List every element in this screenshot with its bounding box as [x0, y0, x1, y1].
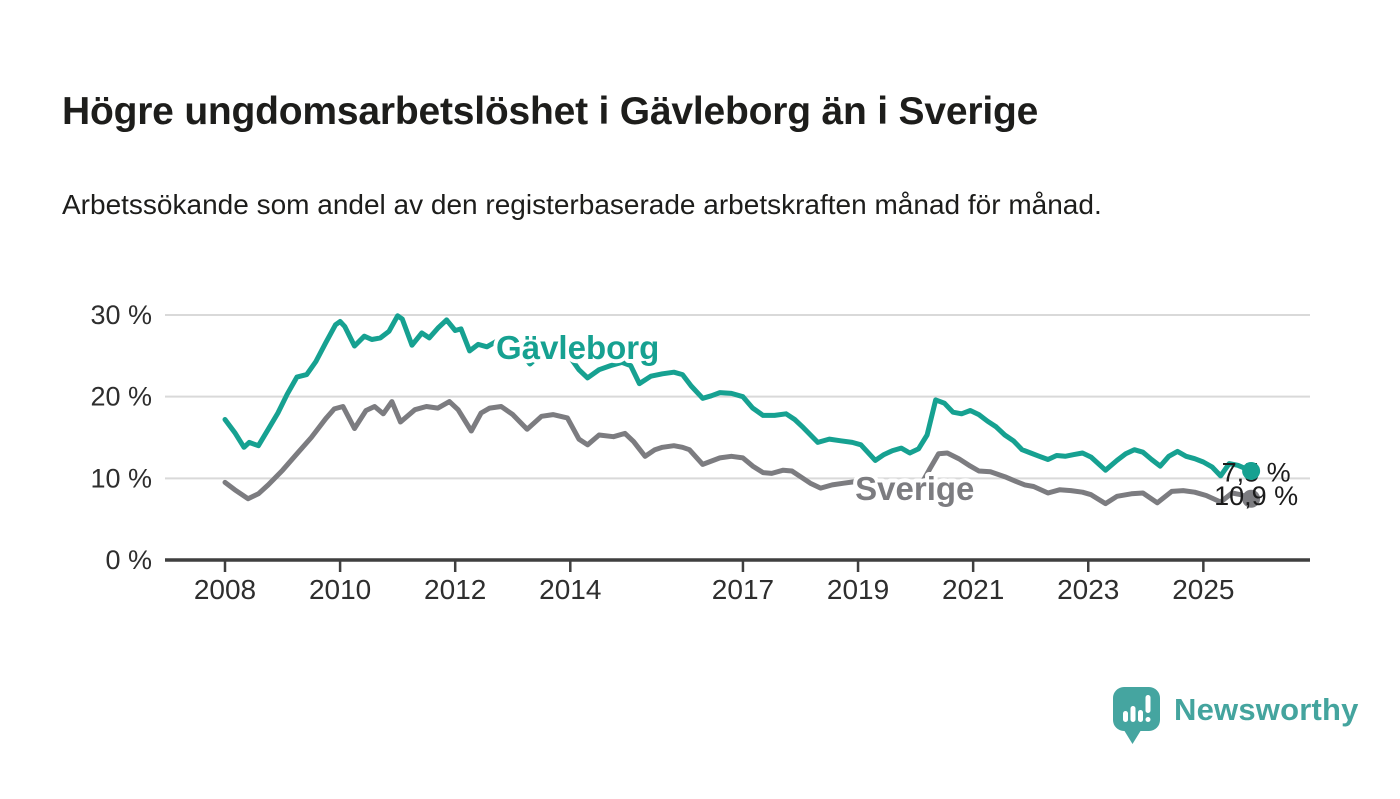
y-tick-label-30: 30 %: [90, 300, 152, 330]
series-label-gvleborg: Gävleborg: [496, 329, 659, 366]
series-lines: [222, 313, 1254, 507]
x-tick-label-2025: 2025: [1172, 574, 1234, 605]
page-title: Högre ungdomsarbetslöshet i Gävleborg än…: [62, 90, 1039, 134]
axis-and-series-labels: 0 % 10 % 20 % 30 % 2008 2010 2012 2014 2017 2019 2…: [90, 300, 1298, 605]
x-tick-label-2012: 2012: [424, 574, 486, 605]
newsworthy-brand: Newsworthy: [1112, 686, 1359, 746]
x-tick-label-2021: 2021: [942, 574, 1004, 605]
y-tick-label-20: 20 %: [90, 382, 152, 412]
end-value-label-gvleborg: 10,9 %: [1214, 481, 1298, 511]
x-tick-label-2023: 2023: [1057, 574, 1119, 605]
newsworthy-logo-icon: [1113, 687, 1160, 744]
y-tick-label-10: 10 %: [90, 463, 152, 493]
page-subtitle: Arbetssökande som andel av den registerb…: [62, 189, 1102, 220]
x-tick-label-2019: 2019: [827, 574, 889, 605]
x-tick-label-2014: 2014: [539, 574, 601, 605]
newsworthy-wordmark: Newsworthy: [1174, 692, 1359, 727]
series-line-gvleborg: [222, 313, 1254, 479]
y-tick-label-0: 0 %: [105, 545, 152, 575]
series-line-sverige: [222, 399, 1254, 507]
series-label-sverige: Sverige: [855, 470, 974, 507]
x-tick-label-2010: 2010: [309, 574, 371, 605]
x-tick-label-2017: 2017: [712, 574, 774, 605]
x-tick-label-2008: 2008: [194, 574, 256, 605]
end-dot-gvleborg: [1242, 461, 1261, 480]
x-axis: [165, 558, 1310, 572]
end-dot-sverige: [1242, 489, 1261, 508]
